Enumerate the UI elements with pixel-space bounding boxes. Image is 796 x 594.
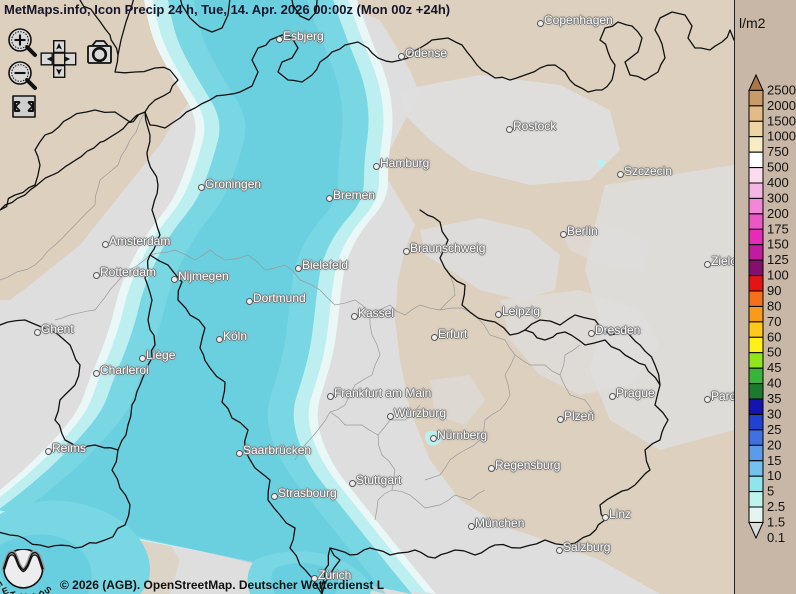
svg-text:2000: 2000 — [767, 98, 796, 113]
svg-text:125: 125 — [767, 252, 789, 267]
svg-text:0.1: 0.1 — [767, 530, 785, 545]
svg-text:70: 70 — [767, 314, 781, 329]
svg-text:10: 10 — [767, 468, 781, 483]
svg-text:15: 15 — [767, 453, 781, 468]
svg-text:2.5: 2.5 — [767, 499, 785, 514]
svg-text:60: 60 — [767, 329, 781, 344]
svg-text:25: 25 — [767, 422, 781, 437]
svg-text:45: 45 — [767, 360, 781, 375]
svg-text:35: 35 — [767, 391, 781, 406]
svg-text:5: 5 — [767, 484, 774, 499]
svg-text:E: E — [1, 585, 10, 594]
svg-text:S: S — [42, 584, 53, 594]
svg-text:2500: 2500 — [767, 82, 796, 97]
svg-text:200: 200 — [767, 206, 789, 221]
svg-text:90: 90 — [767, 283, 781, 298]
svg-text:400: 400 — [767, 175, 789, 190]
svg-text:1500: 1500 — [767, 113, 796, 128]
svg-text:500: 500 — [767, 160, 789, 175]
svg-text:150: 150 — [767, 237, 789, 252]
svg-text:l/m2: l/m2 — [739, 15, 766, 31]
svg-text:50: 50 — [767, 345, 781, 360]
svg-text:1.5: 1.5 — [767, 515, 785, 530]
svg-text:750: 750 — [767, 144, 789, 159]
svg-text:T: T — [10, 590, 18, 594]
svg-text:300: 300 — [767, 190, 789, 205]
svg-text:100: 100 — [767, 268, 789, 283]
svg-text:175: 175 — [767, 221, 789, 236]
svg-text:80: 80 — [767, 299, 781, 314]
svg-text:30: 30 — [767, 407, 781, 422]
svg-text:1000: 1000 — [767, 129, 796, 144]
svg-text:20: 20 — [767, 437, 781, 452]
svg-text:40: 40 — [767, 376, 781, 391]
